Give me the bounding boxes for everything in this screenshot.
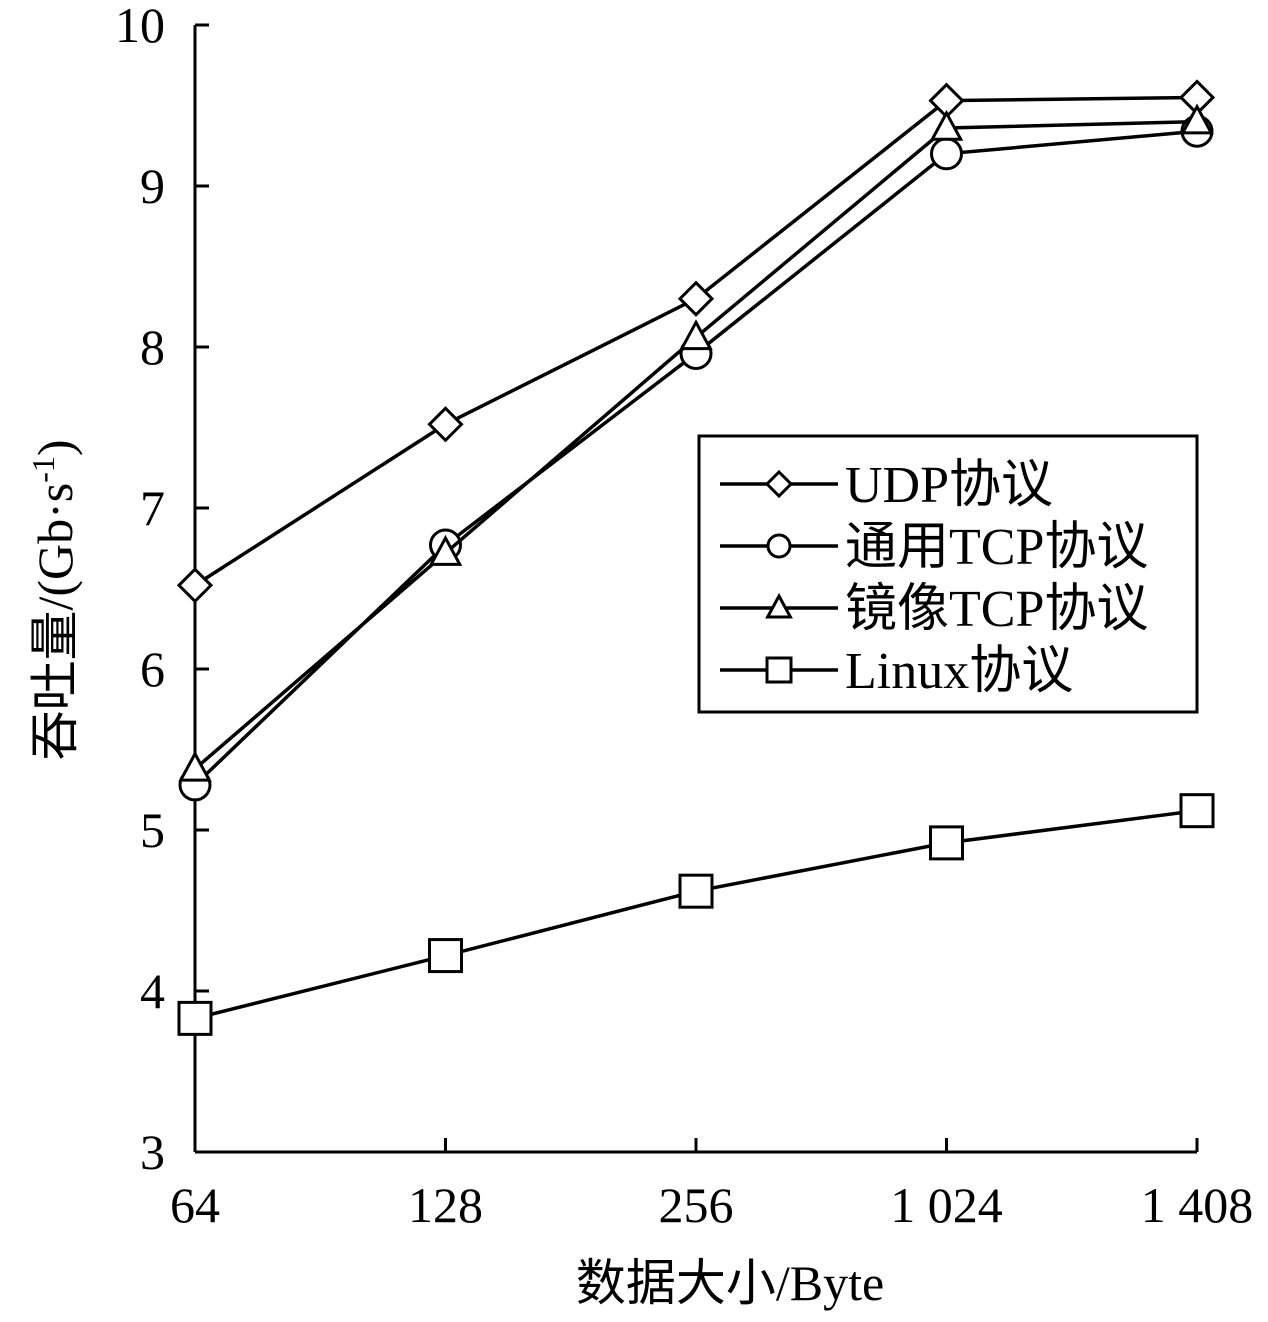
data-point-square: [428, 938, 463, 974]
legend-label: 镜像TCP协议: [845, 581, 1148, 638]
y-tick-label: 6: [140, 641, 165, 697]
y-tick-label: 3: [140, 1124, 165, 1180]
legend-entry: 通用TCP协议: [720, 519, 1148, 576]
axes: 3 4 5 6 7 8 9 10 64 128 256 1 024 1 408: [115, 0, 1253, 1233]
data-point-triangle: [679, 319, 713, 351]
series-line-square: [194, 808, 1198, 1021]
data-point-triangle: [1180, 103, 1214, 135]
y-axis-label-superscript: -1: [25, 456, 61, 483]
y-axis-label-close: ): [27, 439, 83, 456]
x-tick-label: 256: [659, 1177, 734, 1233]
legend-label: UDP协议: [845, 457, 1053, 514]
y-tick-label: 9: [140, 158, 165, 214]
series-layer: [176, 79, 1216, 1036]
data-point-square: [177, 1000, 213, 1036]
series-diamond: [176, 79, 1216, 604]
legend-marker-diamond: [764, 469, 794, 499]
y-tick-label: 8: [140, 319, 165, 375]
data-point-diamond: [176, 567, 214, 604]
series-triangle: [178, 103, 1214, 782]
data-point-diamond: [427, 406, 464, 443]
legend-entry: 镜像TCP协议: [720, 581, 1148, 638]
y-axis-label: 吞吐量/(Gb·s-1): [25, 439, 83, 760]
x-tick-label: 1 408: [1141, 1177, 1254, 1233]
data-point-diamond: [677, 280, 715, 317]
x-tick-label: 128: [408, 1177, 483, 1233]
y-tick-label: 4: [140, 963, 165, 1019]
x-axis-label: 数据大小/Byte: [576, 1255, 884, 1311]
data-point-square: [1179, 793, 1215, 829]
data-point-square: [678, 873, 714, 909]
legend-marker-square: [765, 656, 793, 684]
y-tick-label: 7: [140, 480, 165, 536]
data-point-square: [929, 825, 964, 861]
y-axis-label-main: 吞吐量/(Gb·s: [27, 483, 83, 761]
y-tick-label: 5: [140, 802, 165, 858]
data-point-circle: [930, 137, 963, 171]
legend-label: Linux协议: [845, 643, 1073, 700]
y-tick-label: 10: [115, 0, 165, 53]
series-square: [177, 793, 1215, 1036]
legend-label: 通用TCP协议: [845, 519, 1148, 576]
x-tick-label: 64: [170, 1177, 220, 1233]
data-point-triangle: [428, 534, 463, 566]
legend-marker-circle: [766, 533, 792, 559]
legend-marker-triangle: [765, 592, 793, 619]
legend-entry: UDP协议: [720, 457, 1053, 514]
data-point-triangle: [178, 750, 212, 782]
data-point-triangle: [929, 109, 964, 141]
x-tick-label: 1 024: [890, 1177, 1003, 1233]
legend-entry: Linux协议: [720, 643, 1073, 700]
